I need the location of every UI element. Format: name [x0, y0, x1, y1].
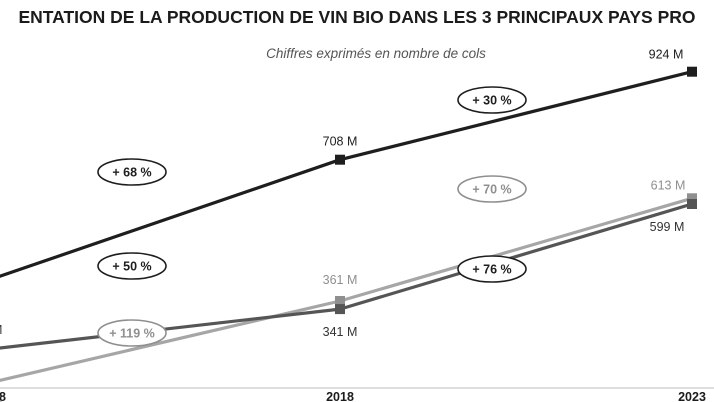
- data-point-marker: [687, 66, 697, 77]
- x-tick-label: 2018: [326, 390, 354, 402]
- growth-badge: [97, 252, 167, 280]
- data-label: 361 M: [323, 273, 358, 287]
- data-point-marker: [687, 199, 697, 209]
- growth-badge: [97, 319, 167, 347]
- growth-badge-label: + 68 %: [112, 166, 151, 180]
- data-point-marker: [335, 296, 345, 306]
- data-markers: [335, 66, 697, 315]
- chart-title: ENTATION DE LA PRODUCTION DE VIN BIO DAN…: [18, 7, 695, 27]
- growth-badge: [97, 158, 167, 186]
- x-tick-label: 2023: [678, 390, 706, 402]
- data-label: 599 M: [650, 220, 685, 234]
- data-label: 613 M: [651, 178, 686, 192]
- growth-badge: [457, 255, 527, 283]
- data-point-marker: [335, 304, 345, 315]
- growth-badge: [457, 86, 527, 114]
- data-point-marker: [335, 154, 345, 165]
- growth-badge-label: + 30 %: [472, 94, 511, 108]
- growth-badge: [457, 175, 527, 203]
- data-point-marker: [687, 193, 697, 204]
- chart-subtitle: Chiffres exprimés en nombre de cols: [266, 46, 486, 61]
- series-line-2: [0, 196, 694, 382]
- data-label: M: [0, 323, 2, 337]
- data-label: 708 M: [323, 135, 358, 149]
- x-tick-labels: 8 2018 2023: [0, 390, 706, 402]
- growth-badge-label: + 70 %: [472, 183, 511, 197]
- x-tick-label: 8: [0, 390, 6, 402]
- growth-badge-label: + 76 %: [472, 263, 511, 277]
- growth-badge-label: + 50 %: [112, 260, 151, 274]
- data-label: 341 M: [323, 325, 358, 339]
- growth-badge-label: + 119 %: [109, 327, 155, 341]
- growth-annotations: + 68 % + 30 % + 50 % + 76 % + 119 % + 70 %: [97, 86, 527, 347]
- data-label: M: [0, 392, 2, 402]
- data-label: 924 M: [649, 48, 684, 62]
